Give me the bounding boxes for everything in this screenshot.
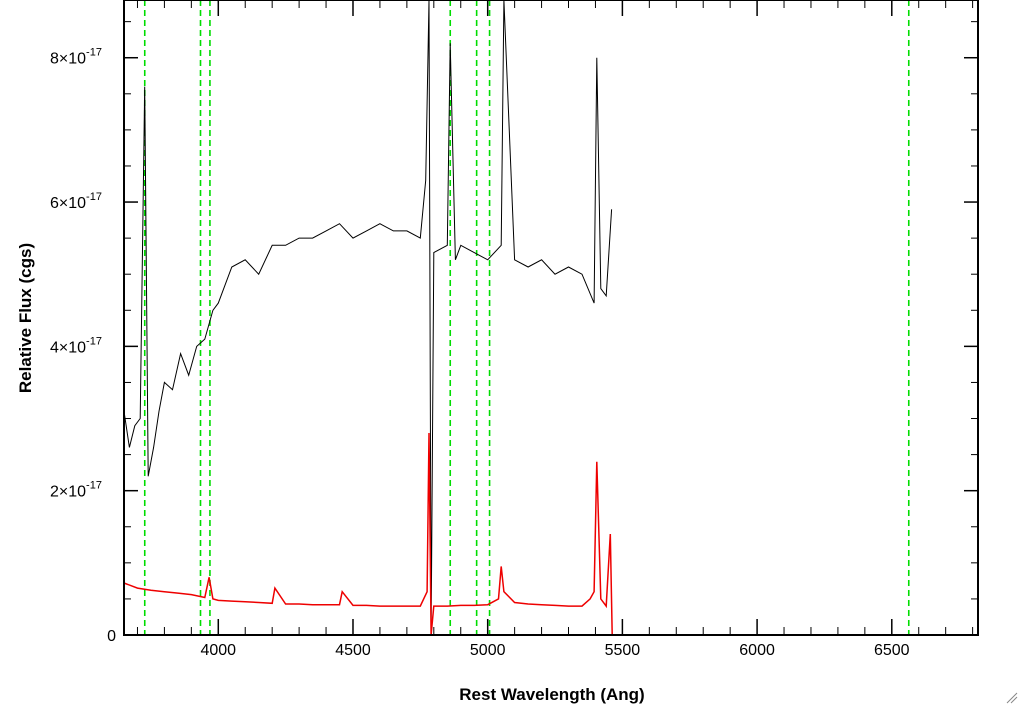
y-tick-label: 6×10-17: [50, 191, 102, 212]
plot-frame: [123, 0, 979, 636]
y-tick-label: 4×10-17: [50, 335, 102, 356]
x-tick-label: 4000: [200, 642, 236, 659]
spectrum-series-line: [123, 0, 613, 636]
y-tick-label: 8×10-17: [50, 47, 102, 68]
y-tick-label: 0: [107, 628, 116, 645]
reference-lines: [143, 0, 910, 635]
axes: 4000 4500 5000 5500 6000 6500 0 2×10-17 4×10-17 6…: [50, 0, 979, 659]
y-axis-title: Relative Flux (cgs): [16, 243, 35, 393]
x-tick-label: 6000: [739, 642, 775, 659]
y-tick-label: 2×10-17: [50, 480, 102, 501]
resize-grip-icon[interactable]: [1006, 692, 1018, 704]
x-tick-label: 5500: [605, 642, 641, 659]
x-axis-title: Rest Wavelength (Ang): [459, 685, 644, 704]
x-tick-label: 5000: [470, 642, 506, 659]
x-tick-label: 6500: [874, 642, 910, 659]
x-tick-label: 4500: [335, 642, 371, 659]
spectrum-series-line: [123, 432, 978, 636]
spectrum-series: [123, 0, 978, 636]
